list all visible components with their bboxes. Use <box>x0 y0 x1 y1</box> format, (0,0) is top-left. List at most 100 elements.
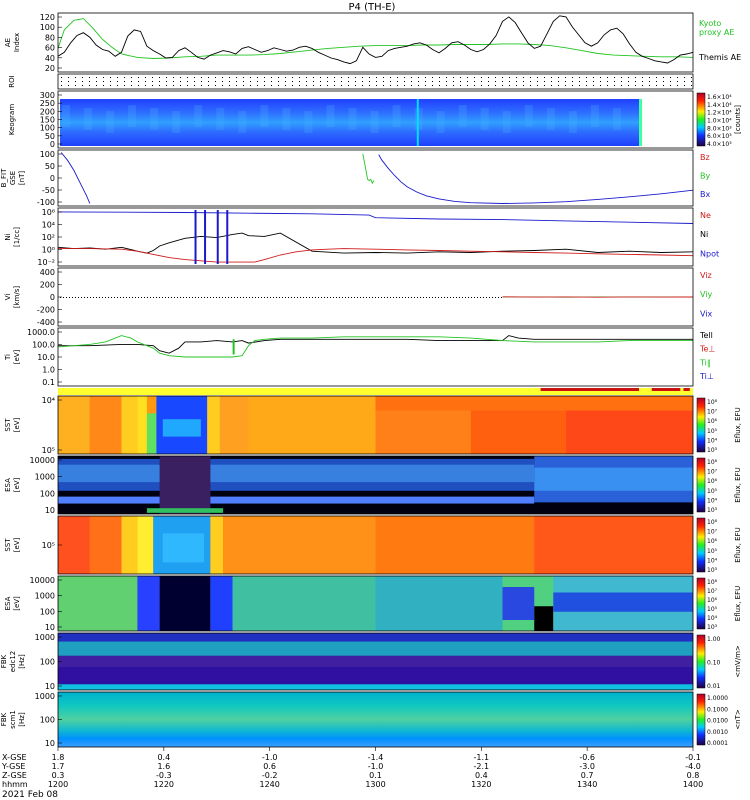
roi-dot <box>488 85 489 86</box>
esa2-panel-ylabel-part: ESA <box>4 596 12 610</box>
esa2-panel-colorbar-tick: 10³ <box>707 624 718 631</box>
roi-dot <box>418 85 419 86</box>
roi-dot <box>495 81 496 82</box>
roi-dot <box>250 77 251 78</box>
roi-dot <box>313 81 314 82</box>
roi-dot <box>642 77 643 78</box>
velocity-zero-dot <box>399 297 400 298</box>
footer-tick-label: -0.3 <box>156 771 172 780</box>
density-panel-frame <box>57 207 694 267</box>
roi-dot <box>390 85 391 86</box>
roi-dot <box>166 81 167 82</box>
roi-dot <box>390 81 391 82</box>
roi-dot <box>96 81 97 82</box>
roi-dot <box>187 77 188 78</box>
esa2-panel-ytick-label: 10 <box>45 623 55 632</box>
velocity-panel-legend-1: Viy <box>700 290 713 299</box>
bfit-panel-series-3 <box>362 153 375 185</box>
velocity-zero-dot <box>237 297 238 298</box>
roi-dot <box>621 81 622 82</box>
keogram-patch <box>524 105 533 127</box>
sst1-panel-block <box>248 396 376 454</box>
roi-dot <box>180 81 181 82</box>
velocity-zero-dot <box>492 297 493 298</box>
mode-bar <box>58 388 693 395</box>
velocity-zero-dot <box>336 297 337 298</box>
velocity-zero-dot <box>207 297 208 298</box>
esa2-panel-colorbar-label: Eflux, EFU <box>734 586 742 621</box>
keogram-patch <box>238 111 247 133</box>
roi-dot <box>404 85 405 86</box>
velocity-panel-legend-2: Vix <box>700 309 713 318</box>
velocity-zero-dot <box>72 297 73 298</box>
velocity-zero-dot <box>255 297 256 298</box>
bfit-panel-legend-2: Bx <box>700 190 710 199</box>
esa1-panel-colorbar-tick: 10⁵ <box>707 488 718 495</box>
roi-dot <box>278 81 279 82</box>
roi-dot <box>152 77 153 78</box>
roi-dot <box>68 81 69 82</box>
density-spike-3 <box>226 210 229 264</box>
roi-dot <box>117 85 118 86</box>
sst2-panel-ylabel-part: SST <box>4 538 12 552</box>
footer-tick-label: 0.4 <box>157 753 170 762</box>
roi-dot <box>257 77 258 78</box>
sst2-panel-colorbar-tick: 10⁷ <box>707 529 718 536</box>
roi-dot <box>663 81 664 82</box>
esa1-panel-frame <box>57 455 694 515</box>
velocity-zero-dot <box>303 297 304 298</box>
roi-dot <box>467 81 468 82</box>
roi-dot <box>306 85 307 86</box>
roi-dot <box>236 81 237 82</box>
keogram-patch <box>546 108 555 130</box>
roi-dot <box>327 77 328 78</box>
roi-dot <box>635 77 636 78</box>
footer-tick-label: 0.1 <box>369 771 382 780</box>
keogram-panel-colorbar <box>696 92 706 147</box>
roi-dot <box>649 85 650 86</box>
roi-dot <box>355 85 356 86</box>
roi-dot <box>481 81 482 82</box>
roi-dot <box>523 81 524 82</box>
footer-tick-label: 1300 <box>365 780 385 789</box>
roi-dot <box>593 85 594 86</box>
roi-dot <box>124 77 125 78</box>
roi-dot <box>684 85 685 86</box>
roi-dot <box>509 77 510 78</box>
esa1-panel-colorbar-tick: 10⁶ <box>707 478 718 485</box>
roi-dot <box>523 85 524 86</box>
roi-dot <box>579 81 580 82</box>
roi-dot <box>607 85 608 86</box>
esa1-panel-block <box>58 496 160 504</box>
roi-dot <box>656 81 657 82</box>
sst1-panel-colorbar-tick: 10⁵ <box>707 428 718 435</box>
roi-dot <box>222 77 223 78</box>
ae-panel-ytick-label: 80 <box>45 33 55 42</box>
ae-panel-frame <box>57 12 694 73</box>
roi-dot <box>565 81 566 82</box>
roi-dot <box>663 85 664 86</box>
velocity-zero-dot <box>204 297 205 298</box>
esa1-panel-ytick-label: 10000 <box>30 456 55 465</box>
roi-dot <box>264 77 265 78</box>
footer-tick-label: 0.7 <box>581 771 594 780</box>
date-label: 2021 Feb 08 <box>2 790 58 800</box>
velocity-zero-dot <box>363 297 364 298</box>
fbk1-panel-ylabel-part: edc12 <box>9 651 17 673</box>
temperature-panel-ytick-label: 1000.0 <box>27 328 55 337</box>
velocity-zero-dot <box>135 297 136 298</box>
velocity-zero-dot <box>333 297 334 298</box>
roi-dot <box>201 77 202 78</box>
velocity-zero-dot <box>273 297 274 298</box>
velocity-zero-dot <box>63 297 64 298</box>
keogram-patch <box>326 105 335 127</box>
velocity-zero-dot <box>468 297 469 298</box>
roi-dot <box>96 77 97 78</box>
velocity-zero-dot <box>441 297 442 298</box>
sst2-panel-block <box>121 516 138 574</box>
sst1-panel-colorbar-tick: 10⁴ <box>707 437 718 444</box>
roi-dot <box>75 85 76 86</box>
sst2-panel-colorbar-tick: 10⁸ <box>707 519 718 526</box>
fbk1-panel-colorbar-tick: 0.01 <box>707 683 721 690</box>
footer-tick-label: 1240 <box>259 780 279 789</box>
